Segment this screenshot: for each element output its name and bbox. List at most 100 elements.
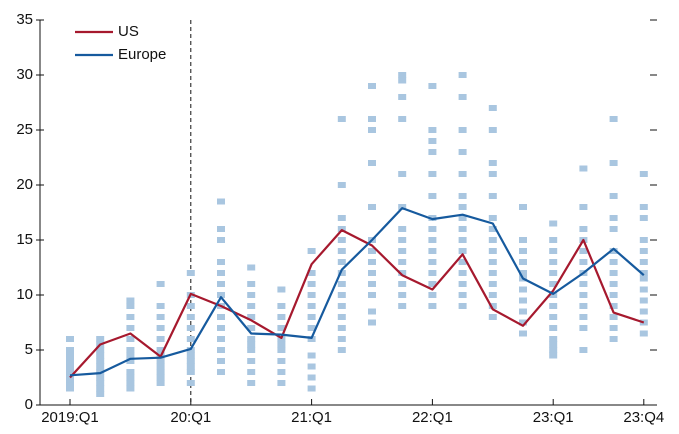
distribution-dot bbox=[307, 363, 316, 370]
distribution-dot bbox=[217, 358, 225, 364]
distribution-dot bbox=[639, 237, 648, 243]
distribution-dot bbox=[156, 369, 165, 375]
distribution-dot bbox=[277, 358, 286, 364]
distribution-dot bbox=[609, 314, 618, 320]
distribution-dot bbox=[337, 259, 346, 265]
distribution-dot bbox=[217, 336, 225, 342]
distribution-dot bbox=[609, 193, 618, 199]
distribution-dot bbox=[368, 127, 376, 133]
y-tick-label: 0 bbox=[25, 396, 33, 413]
distribution-dot bbox=[66, 369, 74, 375]
distribution-dot bbox=[639, 171, 648, 177]
distribution-dot bbox=[277, 341, 286, 348]
distribution-dot bbox=[458, 94, 467, 100]
distribution-dot bbox=[428, 270, 437, 276]
distribution-dot bbox=[639, 215, 648, 221]
distribution-dot bbox=[156, 325, 165, 331]
distribution-dot bbox=[398, 292, 407, 298]
distribution-dot bbox=[96, 363, 105, 370]
distribution-dot bbox=[458, 237, 467, 243]
distribution-dot bbox=[428, 83, 437, 89]
y-tick-label: 10 bbox=[16, 286, 33, 303]
distribution-dot bbox=[217, 369, 225, 375]
distribution-dot bbox=[186, 336, 195, 342]
distribution-dot bbox=[428, 292, 437, 298]
legend-label: Europe bbox=[118, 46, 166, 63]
distribution-dot bbox=[579, 292, 588, 298]
distribution-dot bbox=[519, 248, 527, 254]
distribution-dot bbox=[66, 380, 74, 386]
distribution-dot bbox=[549, 303, 558, 309]
distribution-dot bbox=[579, 347, 588, 353]
distribution-dot bbox=[579, 281, 588, 287]
distribution-dot bbox=[247, 303, 256, 309]
distribution-dot bbox=[398, 281, 407, 287]
distribution-dot bbox=[639, 286, 648, 293]
distribution-dot bbox=[368, 204, 376, 210]
distribution-dot bbox=[186, 352, 195, 359]
distribution-dot bbox=[579, 325, 588, 331]
distribution-dot bbox=[337, 215, 346, 221]
distribution-dot bbox=[307, 314, 316, 320]
distribution-dot bbox=[277, 286, 286, 293]
distribution-dot bbox=[579, 226, 588, 232]
distribution-dot bbox=[186, 303, 195, 309]
distribution-dot bbox=[217, 325, 225, 331]
distribution-dot bbox=[96, 385, 105, 392]
distribution-dot bbox=[247, 314, 256, 320]
y-tick-label: 35 bbox=[16, 11, 33, 28]
distribution-dot bbox=[337, 248, 346, 254]
distribution-dot bbox=[337, 237, 346, 243]
distribution-dot bbox=[639, 270, 648, 276]
distribution-dot bbox=[458, 259, 467, 265]
distribution-dot bbox=[398, 259, 407, 265]
distribution-dot bbox=[458, 204, 467, 210]
distribution-dot bbox=[217, 270, 225, 276]
distribution-dot bbox=[307, 374, 316, 381]
distribution-dot bbox=[519, 259, 527, 265]
distribution-dot bbox=[639, 259, 648, 265]
distribution-dot bbox=[549, 220, 558, 227]
distribution-dot bbox=[579, 165, 588, 172]
distribution-dot bbox=[96, 380, 105, 386]
distribution-dot bbox=[96, 336, 105, 342]
distribution-dot bbox=[307, 292, 316, 298]
distribution-dot bbox=[368, 116, 376, 122]
distribution-dot bbox=[156, 374, 165, 381]
distribution-dot bbox=[609, 215, 618, 221]
distribution-dot bbox=[217, 292, 225, 298]
distribution-dot bbox=[368, 248, 376, 254]
distribution-dot bbox=[428, 226, 437, 232]
distribution-dot bbox=[488, 193, 497, 199]
distribution-dot bbox=[126, 325, 135, 331]
distribution-dot bbox=[458, 72, 467, 78]
series-line bbox=[69, 207, 645, 377]
distribution-dot bbox=[277, 325, 286, 331]
distribution-dot bbox=[277, 369, 286, 375]
distribution-dot bbox=[398, 77, 407, 84]
distribution-dot bbox=[247, 281, 256, 287]
distribution-dot bbox=[639, 330, 648, 337]
distribution-dot bbox=[96, 347, 105, 353]
distribution-dot bbox=[428, 149, 437, 155]
distribution-dot bbox=[639, 297, 648, 304]
distribution-dot bbox=[428, 138, 437, 144]
distribution-dot bbox=[66, 352, 74, 359]
distribution-dot bbox=[398, 270, 407, 276]
distribution-dot bbox=[156, 358, 165, 364]
distribution-dot bbox=[458, 226, 467, 232]
distribution-dot bbox=[368, 308, 376, 315]
distribution-dot bbox=[66, 376, 74, 383]
distribution-dot bbox=[428, 281, 437, 287]
distribution-dot bbox=[639, 204, 648, 210]
distribution-dot bbox=[428, 259, 437, 265]
distribution-dot bbox=[126, 369, 135, 375]
distribution-dot bbox=[156, 303, 165, 309]
distribution-dot bbox=[247, 380, 256, 386]
x-tick-label: 2019:Q1 bbox=[41, 409, 99, 426]
distribution-dot bbox=[458, 270, 467, 276]
distribution-dot bbox=[488, 127, 497, 133]
distribution-dot bbox=[549, 237, 558, 243]
